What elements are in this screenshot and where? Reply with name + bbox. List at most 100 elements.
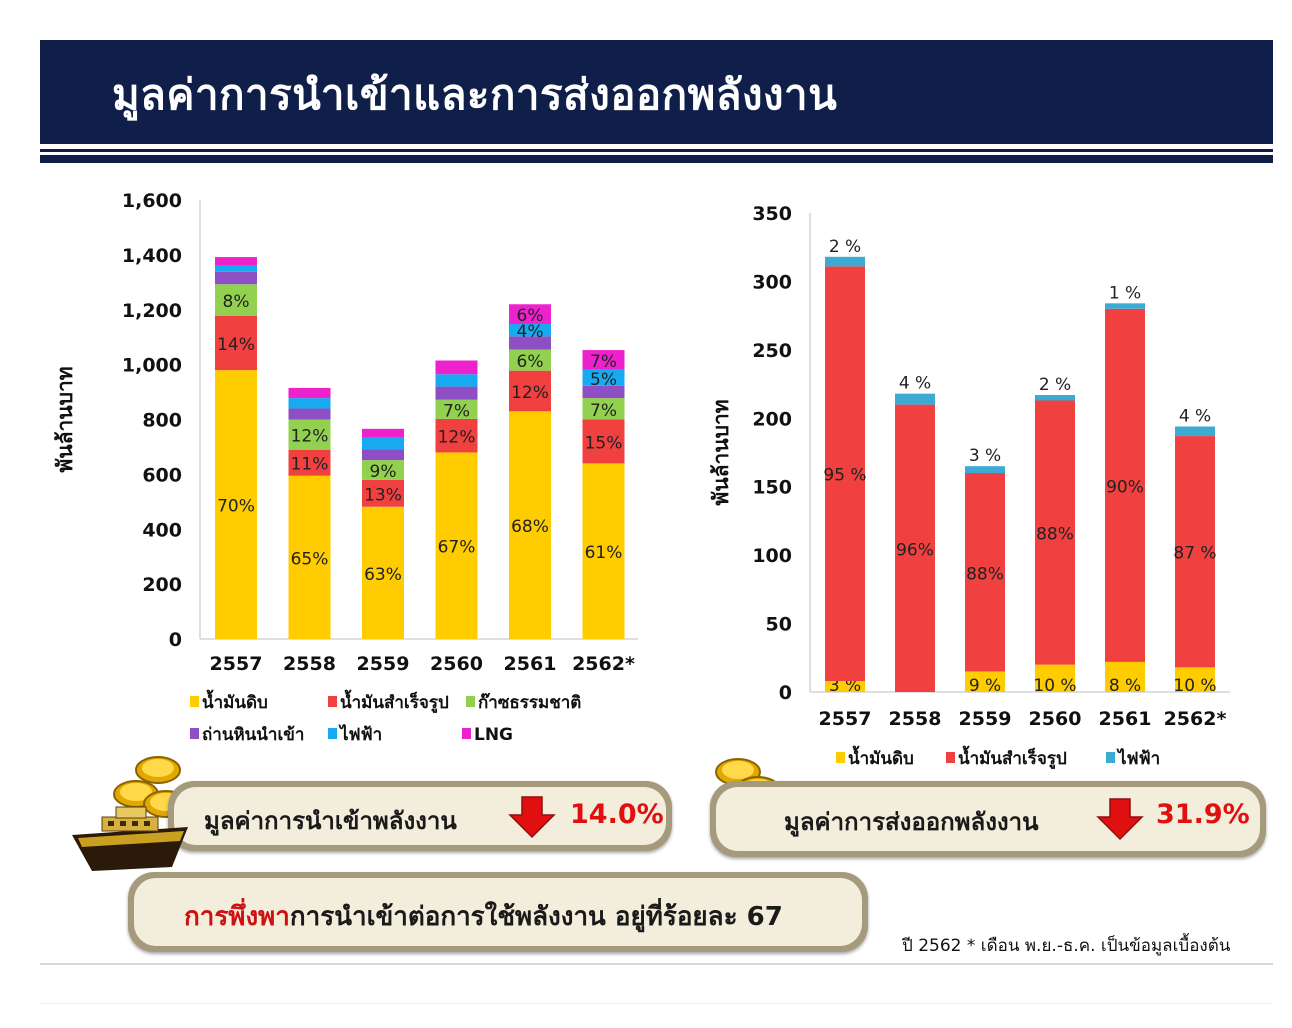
import-bar-segment: [288, 419, 331, 450]
export-bar-segment: [1175, 436, 1215, 668]
export-bar-segment: [895, 404, 935, 692]
import-data-label: 6%: [517, 352, 544, 372]
import-change-value: 14.0%: [570, 799, 664, 830]
export-bar-segment: [965, 466, 1005, 474]
import-bar-segment: [435, 386, 478, 400]
import-bar-segment: [215, 370, 257, 639]
export-data-label: 10 %: [1173, 676, 1216, 696]
dependency-inner: [134, 878, 862, 946]
import-data-label: 6%: [517, 306, 544, 326]
import-data-label: 13%: [364, 485, 402, 505]
import-data-label: 65%: [291, 549, 329, 569]
export-bar-segment: [1035, 400, 1075, 665]
import-data-label: 7%: [443, 401, 470, 421]
dependency-text: การพึ่งพาการนำเข้าต่อการใช้พลังงาน อยู่ท…: [184, 896, 783, 937]
import-bar-segment: [215, 265, 257, 272]
export-bar-segment: [965, 671, 1005, 692]
import-bar-segment: [215, 257, 257, 266]
export-bar-segment: [1035, 664, 1075, 692]
import-bar-segment: [435, 418, 478, 453]
export-bar-segment: [1105, 308, 1145, 662]
export-category-label: 2560: [1029, 708, 1082, 730]
import-summary-inner: [174, 787, 666, 845]
export-legend-swatch: [1106, 752, 1115, 763]
export-data-label: 90%: [1106, 477, 1144, 497]
export-bar-segment: [895, 393, 935, 405]
import-data-label: 68%: [511, 517, 549, 537]
export-data-label: 8 %: [1109, 676, 1141, 696]
export-bar-segment: [1105, 303, 1145, 309]
import-ytick-label: 1,400: [122, 245, 182, 267]
export-bar-segment: [1175, 426, 1215, 437]
import-ytick-label: 1,600: [122, 190, 182, 212]
export-data-label: 9 %: [969, 676, 1001, 696]
import-bar-segment: [362, 428, 404, 438]
import-bar-segment: [362, 437, 404, 450]
export-data-label: 96%: [896, 540, 934, 560]
export-legend-swatch: [946, 752, 955, 763]
export-category-label: 2562*: [1164, 708, 1227, 730]
footnote: ปี 2562 * เดือน พ.ย.-ธ.ค. เป็นข้อมูลเบื้…: [902, 936, 1231, 956]
bottom-divider: [40, 963, 1273, 965]
export-data-label: 3 %: [969, 446, 1001, 466]
import-data-label: 70%: [217, 497, 255, 517]
export-ytick-label: 350: [752, 203, 792, 225]
import-ylabel: พันล้านบาท: [53, 366, 77, 472]
import-ytick-label: 0: [169, 629, 182, 651]
import-category-label: 2558: [283, 653, 336, 675]
export-summary-box: มูลค่าการส่งออกพลังงาน 31.9%: [710, 781, 1266, 857]
export-category-label: 2559: [959, 708, 1012, 730]
export-legend-swatch: [836, 752, 845, 763]
export-data-label: 2 %: [829, 237, 861, 257]
dependency-highlight: การพึ่งพา: [184, 902, 290, 932]
export-ytick-label: 200: [752, 408, 792, 430]
import-bar-segment: [288, 387, 331, 399]
export-data-label: 2 %: [1039, 375, 1071, 395]
import-category-label: 2561: [504, 653, 557, 675]
export-ylabel: พันล้านบาท: [709, 399, 733, 505]
export-data-label: 10 %: [1033, 676, 1076, 696]
import-legend-swatch: [190, 696, 199, 707]
import-bar-segment: [509, 370, 551, 412]
export-change-value: 31.9%: [1156, 799, 1250, 830]
page-title: มูลค่าการนำเข้าและการส่งออกพลังงาน: [112, 70, 838, 119]
export-ytick-label: 150: [752, 477, 792, 499]
export-data-label: 87 %: [1173, 544, 1216, 564]
export-category-label: 2561: [1099, 708, 1152, 730]
title-rule-thick: [40, 155, 1273, 163]
import-bar-segment: [582, 350, 625, 370]
import-data-label: 15%: [585, 433, 623, 453]
export-category-label: 2558: [889, 708, 942, 730]
import-ytick-label: 200: [142, 574, 182, 596]
export-bar-segment: [1105, 661, 1145, 692]
import-bar-segment: [509, 324, 551, 337]
import-bar-segment: [435, 360, 478, 375]
export-legend-label: น้ำมันดิบ: [848, 745, 914, 769]
import-data-label: 63%: [364, 565, 402, 585]
export-bar-segment: [825, 681, 865, 692]
import-ytick-label: 1,000: [122, 355, 182, 377]
import-bar-segment: [582, 385, 625, 399]
import-legend-swatch: [462, 728, 471, 739]
import-bar-segment: [582, 369, 625, 386]
title-rule: [40, 149, 1273, 152]
import-data-label: 14%: [217, 335, 255, 355]
import-legend-label: ก๊าซธรรมชาติ: [478, 693, 581, 713]
import-bar-segment: [215, 315, 257, 371]
export-category-label: 2557: [819, 708, 872, 730]
export-data-label: 4 %: [1179, 406, 1211, 426]
export-ytick-label: 250: [752, 340, 792, 362]
import-category-label: 2560: [430, 653, 483, 675]
export-bar-segment: [965, 473, 1005, 672]
import-legend-label: ไฟฟ้า: [338, 724, 382, 745]
import-data-label: 61%: [585, 543, 623, 563]
import-bar-segment: [362, 479, 404, 507]
import-bar-segment: [288, 449, 331, 476]
title-bar: มูลค่าการนำเข้าและการส่งออกพลังงาน: [40, 40, 1273, 144]
down-arrow-icon: [508, 796, 556, 839]
import-ytick-label: 800: [142, 410, 182, 432]
import-bar-segment: [362, 460, 404, 480]
import-ytick-label: 400: [142, 519, 182, 541]
export-bar-segment: [1175, 667, 1215, 692]
import-category-label: 2557: [210, 653, 263, 675]
